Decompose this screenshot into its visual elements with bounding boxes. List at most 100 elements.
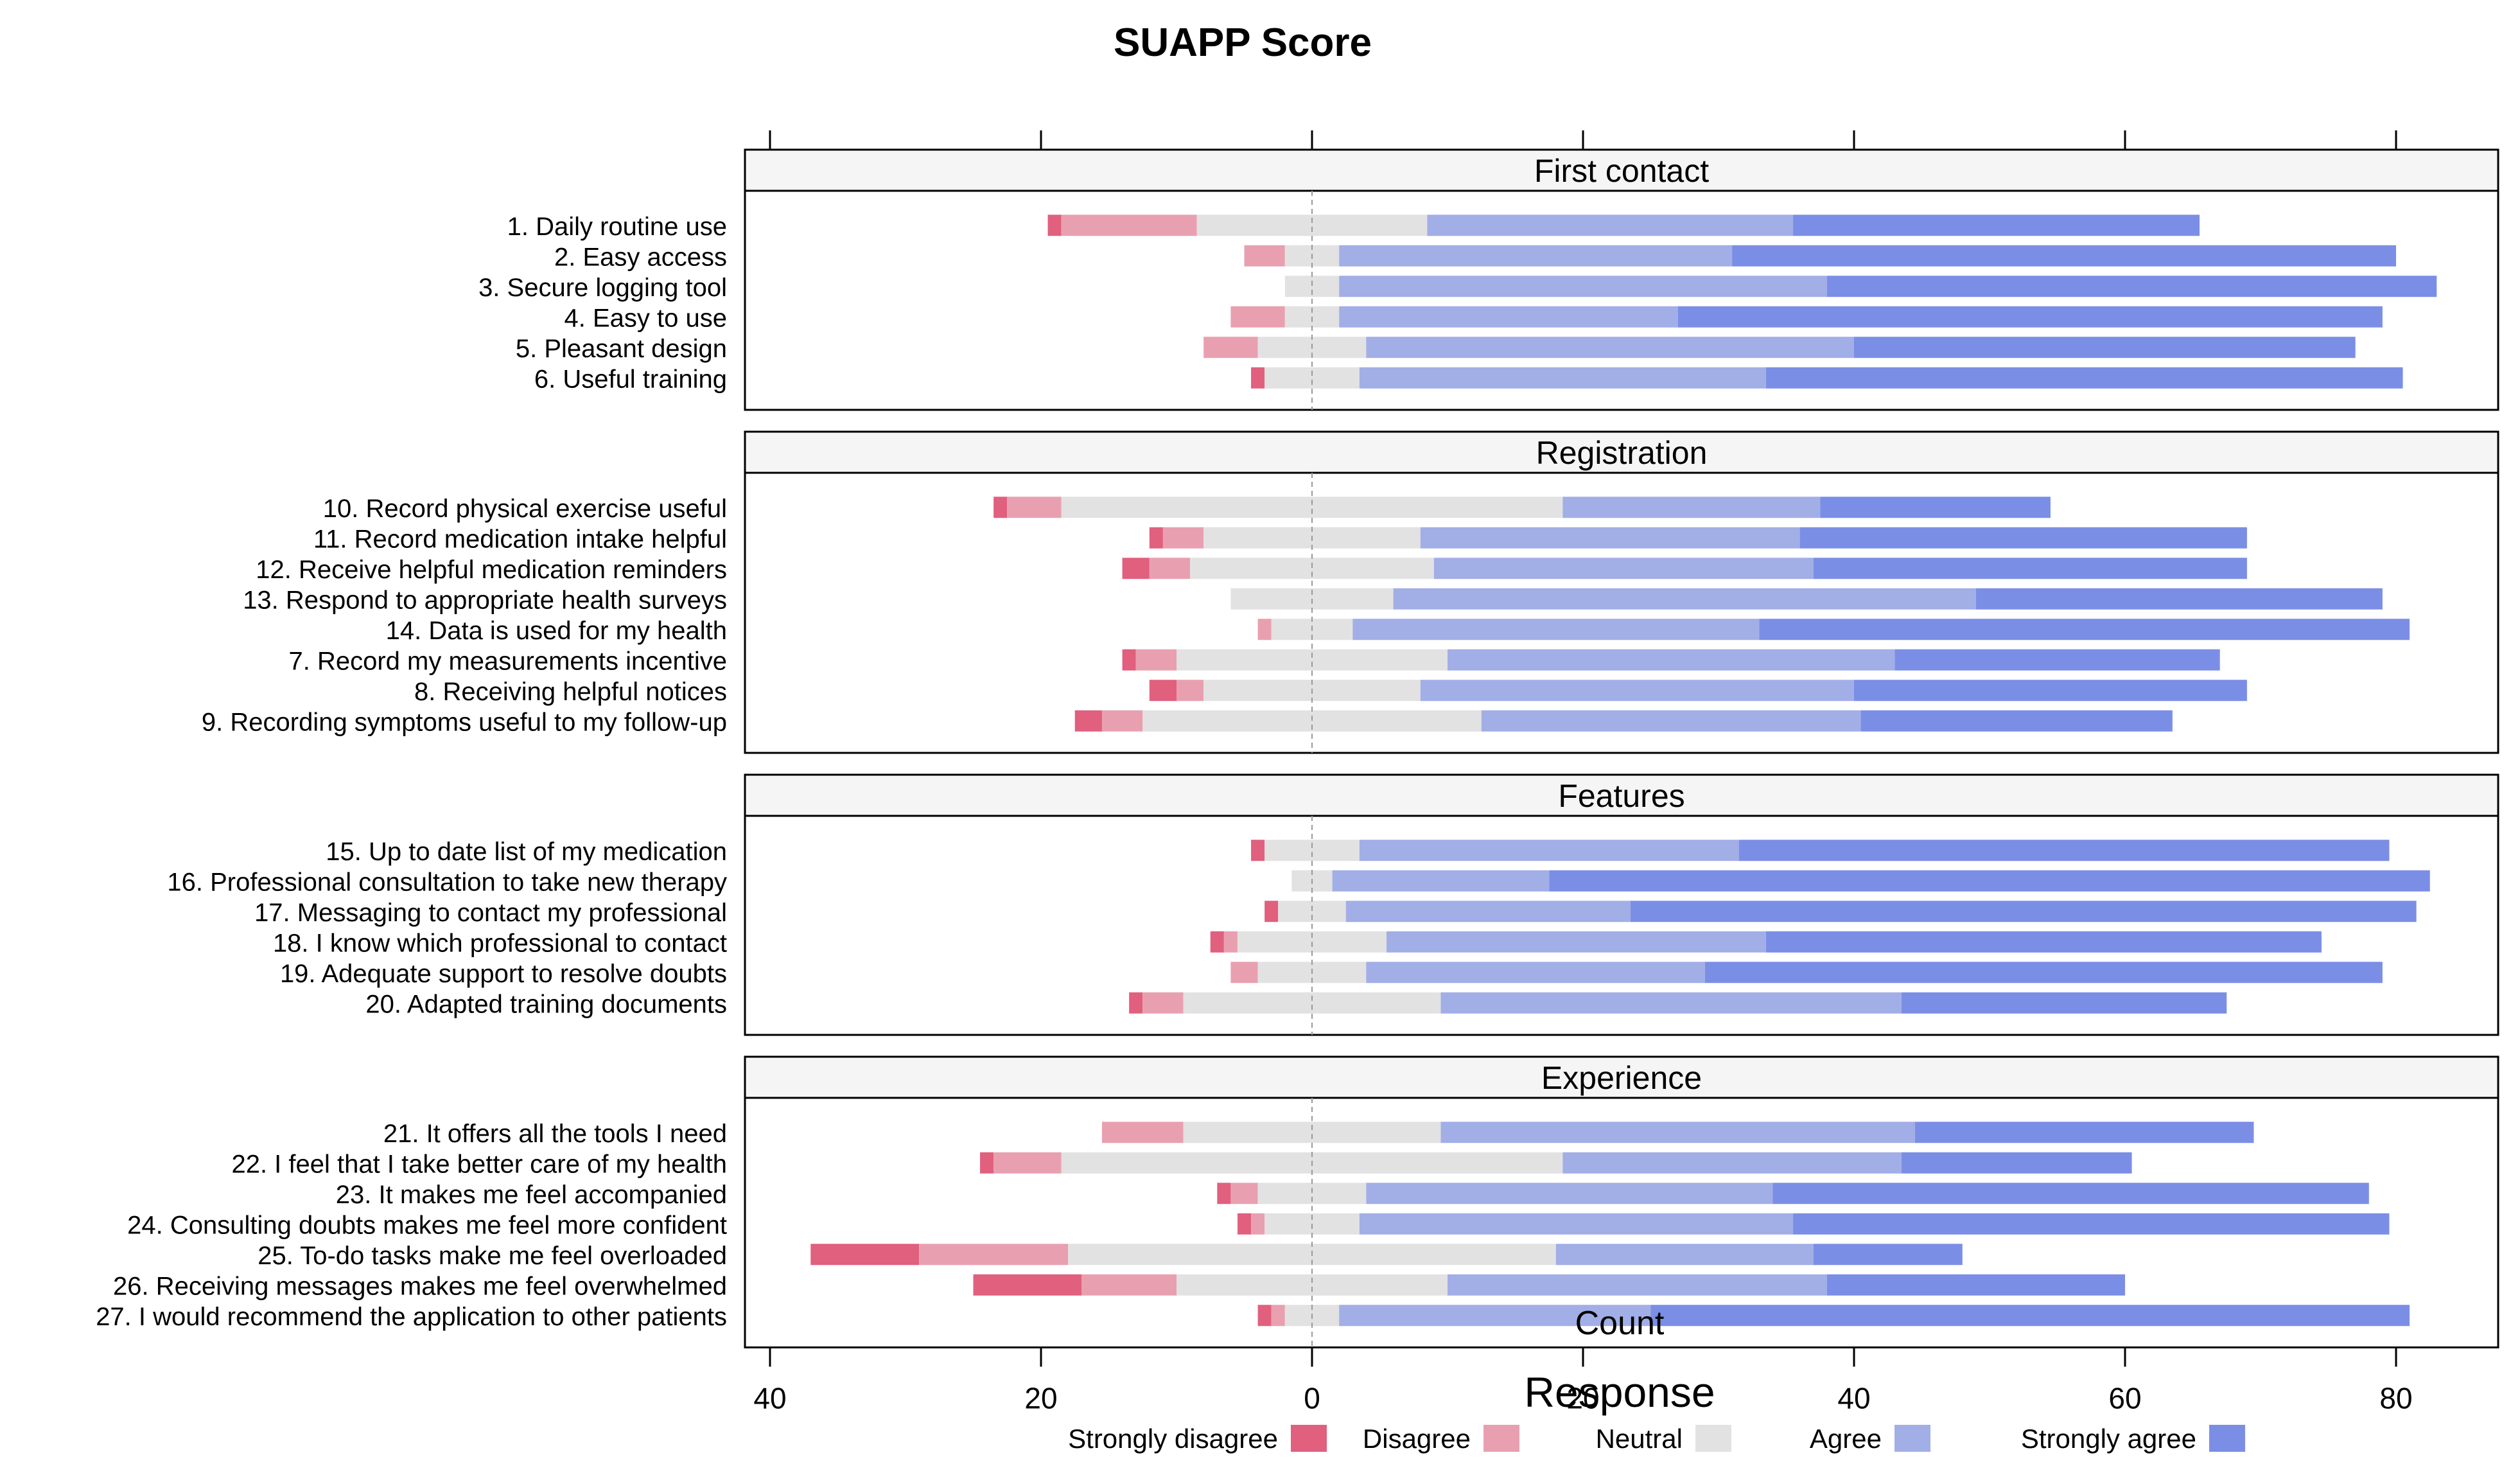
bar-segment-agree — [1359, 1213, 1794, 1235]
panel-header-features — [744, 773, 2499, 817]
bar-segment-agree — [1440, 1122, 1915, 1143]
bar-segment-strongly-disagree — [1217, 1183, 1231, 1204]
bar-row-registration-3 — [1122, 558, 2247, 579]
item-label: 16. Professional consultation to take ne… — [167, 868, 727, 896]
item-label: 5. Pleasant design — [516, 335, 727, 363]
bar-segment-agree — [1345, 901, 1631, 922]
bar-segment-disagree — [1257, 619, 1272, 640]
item-label: 8. Receiving helpful notices — [414, 678, 727, 706]
bar-segment-agree — [1420, 527, 1800, 549]
bar-segment-strongly-disagree — [1251, 840, 1265, 861]
item-label: 13. Respond to appropriate health survey… — [243, 586, 727, 614]
bar-segment-strongly-disagree — [993, 497, 1008, 518]
legend-swatch — [1291, 1425, 1327, 1452]
item-label: 21. It offers all the tools I need — [383, 1120, 727, 1148]
bar-segment-agree — [1352, 619, 1760, 640]
item-label: 27. I would recommend the application to… — [96, 1303, 727, 1331]
bar-segment-strongly-agree — [1820, 497, 2051, 518]
x-tick-label: 40 — [753, 1382, 786, 1415]
bar-segment-strongly-disagree — [1149, 680, 1177, 701]
panel-title-experience: Experience — [1541, 1060, 1702, 1096]
bar-segment-strongly-agree — [1732, 245, 2396, 267]
legend-swatch — [1695, 1425, 1731, 1452]
bar-segment-agree — [1562, 497, 1821, 518]
bar-row-first-contact-3 — [1284, 276, 2437, 297]
item-label: 4. Easy to use — [564, 304, 727, 332]
bar-row-features-6 — [1129, 992, 2227, 1014]
bar-segment-strongly-agree — [1793, 215, 2200, 236]
legend-swatch — [1483, 1425, 1519, 1452]
legend-item-strongly-disagree: Strongly disagree — [1068, 1424, 1327, 1454]
bar-segment-agree — [1433, 558, 1814, 579]
bar-row-registration-1 — [993, 497, 2051, 518]
panel-features: Features 15. Up to date list of my medica… — [167, 773, 2499, 1036]
x-tick-label: 20 — [1024, 1382, 1057, 1415]
bar-segment-strongly-agree — [1813, 558, 2247, 579]
bar-row-experience-1 — [1101, 1122, 2254, 1143]
bar-segment-disagree — [1251, 1213, 1265, 1235]
axes-layer: 40 20 0 20 40 60 80 — [753, 130, 2413, 1415]
bar-segment-agree — [1339, 1305, 1651, 1327]
bar-segment-strongly-agree — [1901, 1152, 2132, 1174]
bar-segment-agree — [1359, 840, 1739, 861]
bar-row-features-5 — [1230, 962, 2383, 983]
bar-segment-strongly-agree — [1765, 367, 2403, 389]
legend-item-disagree: Disagree — [1363, 1424, 1519, 1454]
bar-segment-strongly-agree — [1738, 840, 2390, 861]
bar-segment-disagree — [1203, 337, 1258, 358]
bar-segment-strongly-disagree — [1047, 215, 1062, 236]
bar-segment-agree — [1448, 1274, 1827, 1296]
bar-segment-strongly-disagree — [1251, 367, 1265, 389]
bar-segment-strongly-agree — [1793, 1213, 2390, 1235]
item-label: 25. To-do tasks make me feel overloaded — [258, 1242, 727, 1270]
bar-segment-strongly-disagree — [1210, 931, 1224, 953]
item-label: 23. It makes me feel accompanied — [336, 1181, 727, 1209]
bar-segment-strongly-disagree — [810, 1244, 920, 1266]
bar-segment-disagree — [1271, 1305, 1285, 1327]
bar-segment-disagree — [1061, 215, 1197, 236]
bar-row-first-contact-2 — [1244, 245, 2396, 267]
bar-segment-neutral — [1264, 367, 1360, 389]
bar-row-first-contact-6 — [1251, 367, 2403, 389]
bar-segment-strongly-disagree — [1122, 649, 1136, 671]
bar-segment-strongly-agree — [1799, 527, 2247, 549]
bar-row-first-contact-4 — [1230, 306, 2383, 328]
bar-segment-agree — [1562, 1152, 1902, 1174]
bar-segment-agree — [1366, 1183, 1773, 1204]
bar-segment-strongly-agree — [1894, 649, 2220, 671]
bar-row-features-3 — [1264, 901, 2417, 922]
bar-row-registration-5 — [1257, 619, 2410, 640]
bar-segment-agree — [1366, 337, 1854, 358]
bar-segment-neutral — [1177, 1274, 1448, 1296]
chart-title: SUAPP Score — [1114, 21, 1372, 65]
panel-body-registration — [744, 472, 2499, 754]
bar-row-experience-4 — [1237, 1213, 2390, 1235]
bar-row-experience-7 — [1257, 1305, 2410, 1327]
x-axis-label: Count — [1575, 1305, 1665, 1342]
bar-segment-neutral — [1183, 992, 1441, 1014]
legend-label: Neutral — [1596, 1424, 1683, 1454]
bar-segment-strongly-disagree — [1264, 901, 1279, 922]
bar-segment-neutral — [1177, 649, 1448, 671]
bar-segment-strongly-agree — [1914, 1122, 2254, 1143]
bar-segment-strongly-agree — [1630, 901, 2417, 922]
item-label: 10. Record physical exercise useful — [323, 495, 727, 523]
bar-segment-strongly-disagree — [980, 1152, 994, 1174]
bar-segment-disagree — [1230, 306, 1285, 328]
bar-segment-strongly-disagree — [1074, 710, 1102, 732]
item-label: 7. Record my measurements incentive — [289, 647, 728, 675]
bar-row-features-2 — [1291, 870, 2430, 892]
item-label: 1. Daily routine use — [507, 213, 727, 241]
item-label: 15. Up to date list of my medication — [326, 838, 727, 866]
legend-item-agree: Agree — [1810, 1424, 1930, 1454]
item-label: 14. Data is used for my health — [386, 617, 727, 645]
bar-row-experience-2 — [980, 1152, 2132, 1174]
panel-title-registration: Registration — [1536, 435, 1708, 471]
bar-segment-disagree — [1135, 649, 1177, 671]
item-label: 6. Useful training — [534, 365, 727, 393]
bar-segment-strongly-agree — [1975, 588, 2383, 610]
